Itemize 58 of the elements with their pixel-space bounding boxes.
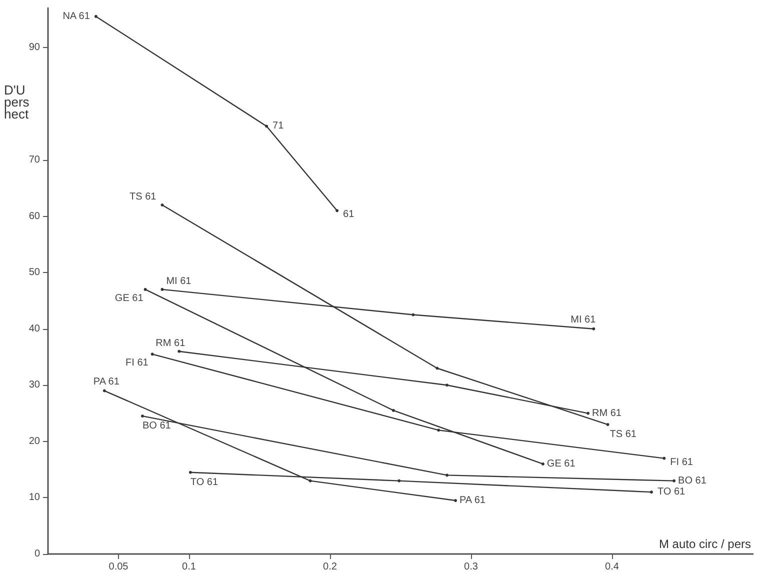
point xyxy=(144,288,147,291)
annotation: 61 xyxy=(343,209,355,220)
point xyxy=(94,14,98,18)
point xyxy=(650,490,653,494)
annotation: MI 61 xyxy=(570,314,596,326)
point xyxy=(160,204,164,207)
annotation: PA 61 xyxy=(93,376,120,388)
point xyxy=(437,428,440,432)
point xyxy=(140,414,144,418)
point xyxy=(336,209,339,212)
annotation: FI 61 xyxy=(126,358,149,369)
point xyxy=(592,327,596,330)
x-axis-title: M auto circ / pers xyxy=(658,537,752,551)
y-tick-label: 90 xyxy=(28,42,40,53)
point xyxy=(102,389,106,392)
x-tick-label: 0.2 xyxy=(323,562,338,572)
y-tick-label: 70 xyxy=(28,154,40,166)
point xyxy=(412,313,415,316)
point xyxy=(265,124,268,128)
y-tick-label: 40 xyxy=(28,323,40,334)
point xyxy=(662,456,666,460)
point xyxy=(150,352,154,356)
x-tick-label: 0.05 xyxy=(108,562,129,572)
x-tick-label: 0.1 xyxy=(182,562,196,572)
point xyxy=(606,423,610,426)
annotation: GE 61 xyxy=(546,458,576,470)
y-tick-label: 50 xyxy=(28,267,40,278)
annotation: GE 61 xyxy=(114,292,144,304)
annotation: 71 xyxy=(272,120,284,132)
point xyxy=(672,479,676,482)
annotation: NA 61 xyxy=(62,10,90,22)
point xyxy=(160,288,164,291)
y-tick-label: 30 xyxy=(28,380,40,391)
x-tick-label: 0.4 xyxy=(605,562,620,572)
point xyxy=(178,350,181,353)
point xyxy=(398,479,401,482)
point xyxy=(188,470,192,474)
annotation: TO 61 xyxy=(190,476,218,488)
annotation: PA 61 xyxy=(459,495,486,506)
annotation: TO 61 xyxy=(657,486,686,498)
point xyxy=(446,384,449,387)
y-axis-title: D'U pers hect xyxy=(4,82,30,122)
y-tick-label: 10 xyxy=(28,492,40,504)
y-tick-label: 60 xyxy=(28,210,40,222)
point xyxy=(586,412,590,415)
annotation: BO 61 xyxy=(142,420,172,432)
point xyxy=(541,462,544,466)
y-tick-label: 0 xyxy=(34,548,40,560)
annotation: BO 61 xyxy=(678,475,707,486)
annotation: TS 61 xyxy=(130,192,157,203)
y-tick-label: 20 xyxy=(28,436,40,447)
annotation: FI 61 xyxy=(670,456,694,468)
annotation: TS 61 xyxy=(610,429,637,440)
annotation: MI 61 xyxy=(166,276,192,287)
annotation: RM 61 xyxy=(156,338,186,349)
x-tick-label: 0.3 xyxy=(464,562,478,572)
annotation: RM 61 xyxy=(592,408,622,419)
point xyxy=(446,474,449,477)
